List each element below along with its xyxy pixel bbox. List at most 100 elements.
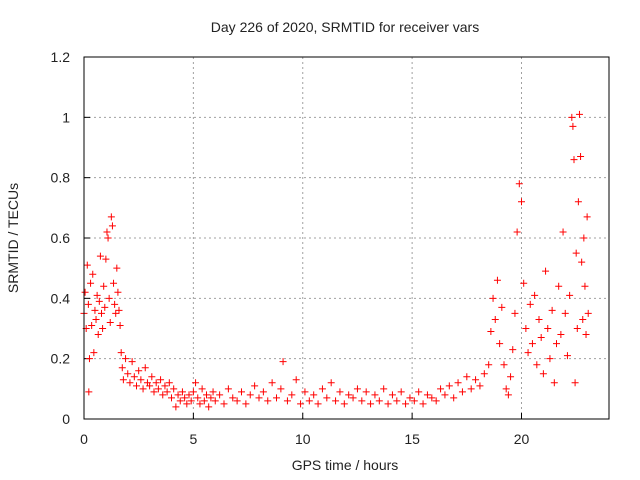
data-point <box>292 376 300 384</box>
data-point <box>122 355 130 363</box>
data-point <box>117 349 125 357</box>
data-point <box>111 300 119 308</box>
data-point <box>305 397 313 405</box>
data-point <box>168 394 175 402</box>
data-point <box>185 391 193 399</box>
data-point <box>183 400 191 408</box>
data-point <box>340 400 348 408</box>
data-point <box>548 306 556 314</box>
data-point <box>89 270 97 278</box>
data-point <box>216 391 224 399</box>
data-point <box>542 267 550 275</box>
data-point <box>500 361 508 369</box>
data-point <box>531 291 539 299</box>
data-point <box>170 385 178 393</box>
data-point <box>93 291 101 299</box>
data-point <box>91 306 99 314</box>
data-point <box>583 213 591 221</box>
data-point <box>393 397 401 405</box>
y-tick-label: 0.8 <box>51 170 71 186</box>
data-point <box>124 370 132 378</box>
data-point <box>537 334 545 342</box>
data-point <box>345 391 353 399</box>
y-tick-label: 0.6 <box>51 230 71 246</box>
data-point <box>450 394 458 402</box>
data-point <box>115 306 123 314</box>
data-point <box>463 373 471 381</box>
data-point <box>574 198 582 206</box>
data-point <box>546 355 554 363</box>
y-tick-label: 1 <box>62 109 70 125</box>
data-point <box>108 222 116 230</box>
data-point <box>176 397 184 405</box>
data-point <box>192 379 200 387</box>
data-point <box>410 397 418 405</box>
data-point <box>279 358 287 366</box>
data-point <box>283 397 291 405</box>
data-point <box>472 376 480 384</box>
data-point <box>211 397 219 405</box>
data-point <box>561 309 569 317</box>
data-point <box>181 394 189 402</box>
data-point <box>458 388 466 396</box>
data-point <box>85 355 93 363</box>
data-point <box>203 391 210 399</box>
data-point <box>489 294 497 302</box>
data-point <box>137 376 145 384</box>
plot-frame <box>83 56 610 420</box>
data-point <box>518 198 525 206</box>
data-point <box>85 388 93 396</box>
data-point <box>148 373 156 381</box>
data-point <box>480 370 488 378</box>
data-point <box>555 282 563 290</box>
data-point <box>524 349 532 357</box>
data-point <box>102 255 110 263</box>
data-point <box>582 331 590 339</box>
data-point <box>81 288 89 296</box>
data-point <box>207 394 215 402</box>
data-point <box>566 291 574 299</box>
data-point <box>119 376 127 384</box>
data-point <box>428 394 436 402</box>
data-point <box>259 388 267 396</box>
data-point <box>581 282 589 290</box>
data-point <box>498 303 506 311</box>
x-axis-ticks: 0 5 10 15 20 <box>80 413 529 447</box>
data-point <box>437 385 445 393</box>
data-point <box>367 400 375 408</box>
data-point <box>150 388 158 396</box>
data-point <box>189 388 197 396</box>
data-point <box>467 385 475 393</box>
data-point <box>116 321 124 329</box>
data-point <box>578 258 586 266</box>
data-point <box>314 400 322 408</box>
data-point <box>353 385 361 393</box>
data-point <box>161 382 169 390</box>
data-point <box>553 340 560 348</box>
data-point <box>496 340 504 348</box>
data-point <box>103 228 111 236</box>
data-point <box>135 367 143 375</box>
data-point <box>375 397 383 405</box>
data-point <box>380 385 388 393</box>
y-axis-label: SRMTID / TECUs <box>5 183 21 293</box>
data-point <box>571 379 579 387</box>
data-point <box>139 385 147 393</box>
data-point <box>251 382 259 390</box>
data-point <box>112 309 120 317</box>
data-point <box>504 391 512 399</box>
data-point <box>432 397 440 405</box>
data-point <box>99 325 107 332</box>
data-point <box>277 385 285 393</box>
data-point <box>220 400 228 408</box>
data-point <box>198 385 206 393</box>
data-point <box>528 340 536 348</box>
data-point <box>487 328 495 336</box>
data-point <box>441 391 449 399</box>
data-point <box>491 315 499 323</box>
data-point <box>209 388 217 396</box>
y-tick-label: 0.2 <box>51 351 71 367</box>
data-points <box>80 110 592 411</box>
data-point <box>233 397 241 405</box>
